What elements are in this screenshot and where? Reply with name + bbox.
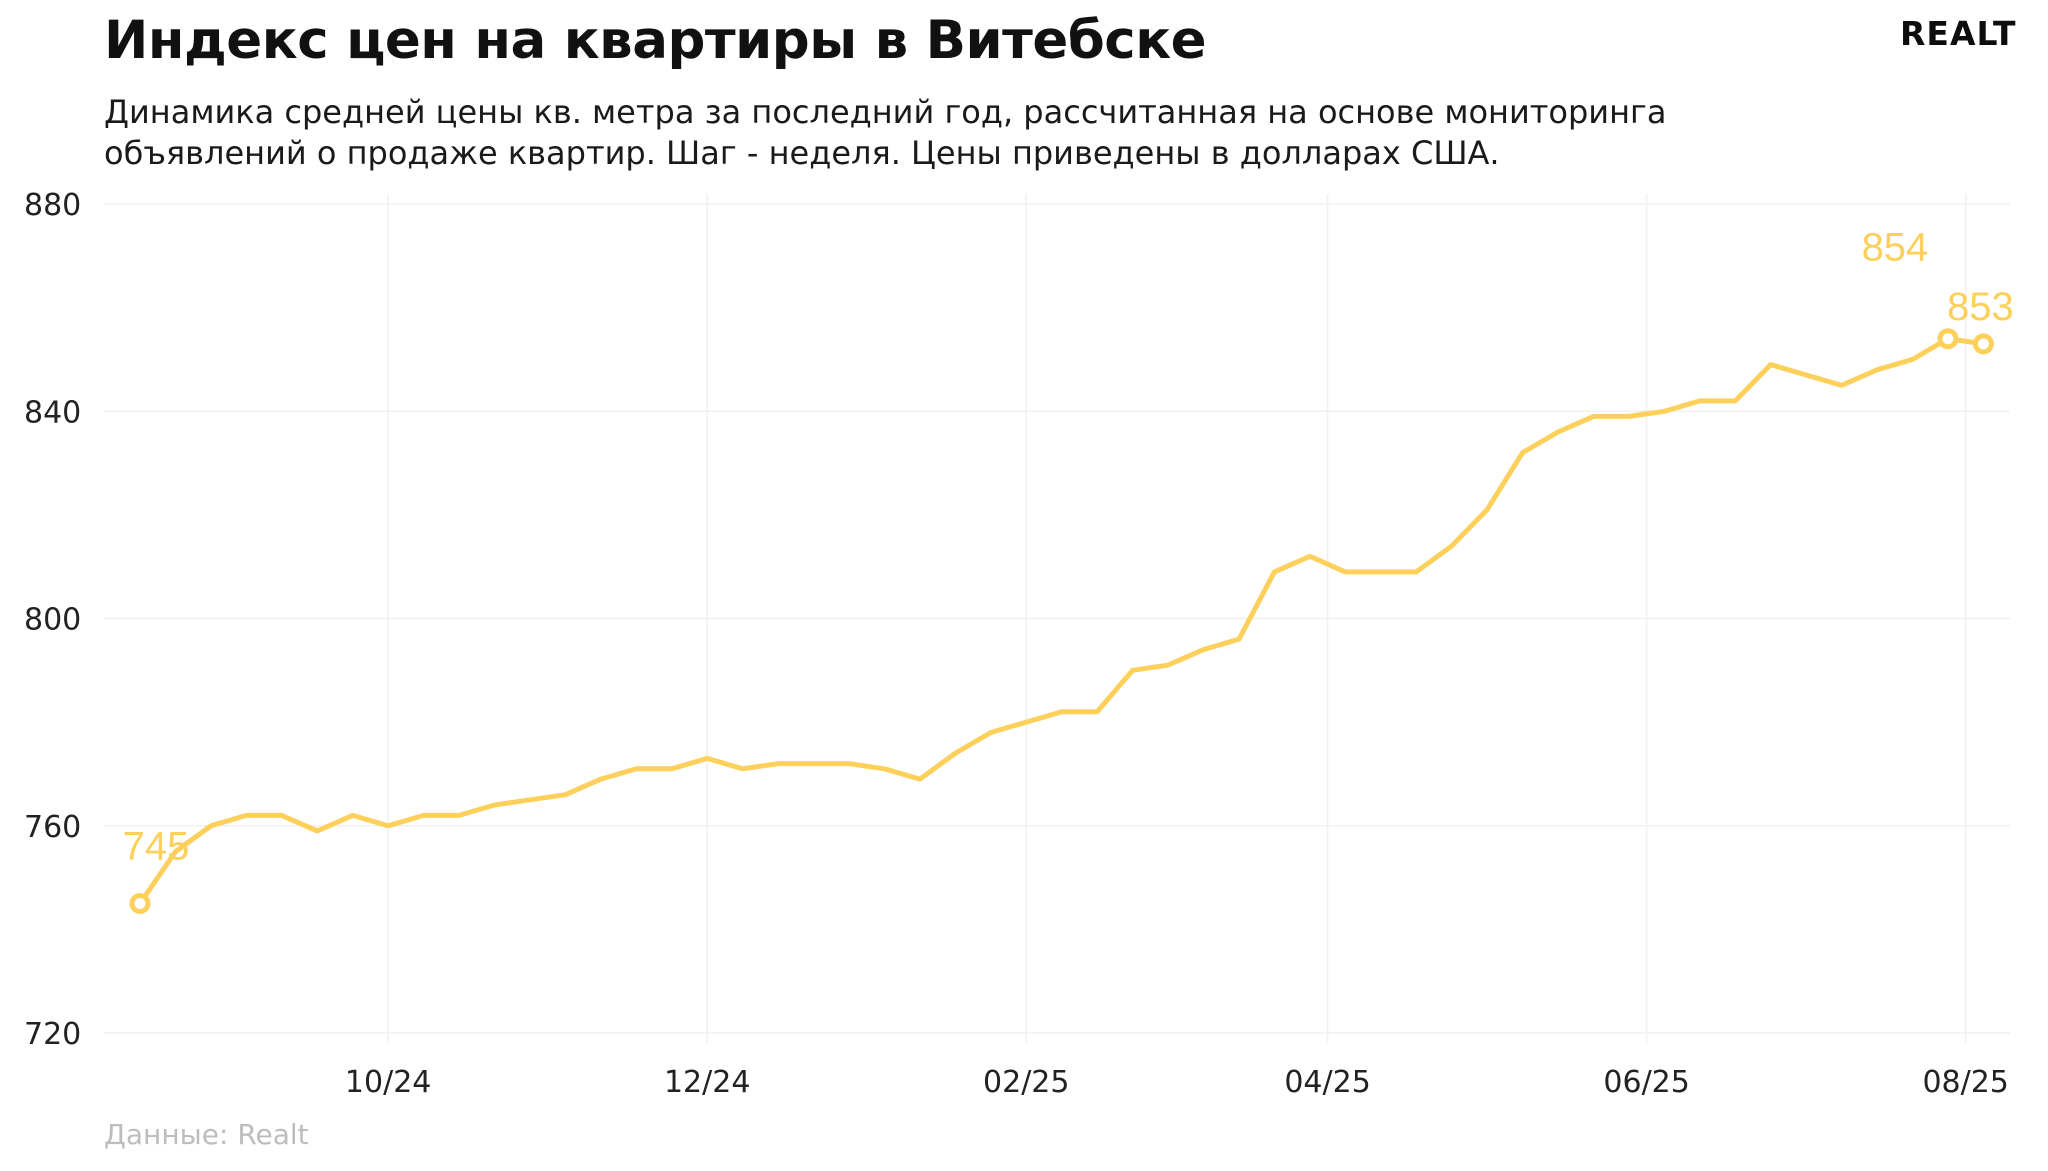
y-tick-label: 720 — [24, 1017, 81, 1052]
series-line — [137, 336, 1986, 906]
x-tick-label: 02/25 — [983, 1065, 1069, 1100]
subtitle-line-2: объявлений о продаже квартир. Шаг - неде… — [104, 134, 1500, 172]
x-axis: 10/24 12/24 02/25 04/25 06/25 08/25 — [345, 1065, 2009, 1100]
x-tick-label: 04/25 — [1284, 1065, 1370, 1100]
data-point-marker — [1972, 333, 1994, 355]
grid-lines — [104, 194, 2010, 1043]
y-axis: 720 760 800 840 880 — [24, 188, 81, 1052]
x-tick-label: 06/25 — [1603, 1065, 1689, 1100]
y-tick-label: 760 — [24, 810, 81, 845]
source-note: Данные: Realt — [104, 1118, 309, 1151]
price-series — [129, 328, 1994, 914]
x-tick-label: 10/24 — [345, 1065, 431, 1100]
chart-subtitle: Динамика средней цены кв. метра за после… — [104, 92, 1904, 174]
data-label: 745 — [123, 824, 190, 868]
y-tick-label: 840 — [24, 395, 81, 430]
y-tick-label: 800 — [24, 603, 81, 638]
x-tick-label: 08/25 — [1922, 1065, 2008, 1100]
chart-title: Индекс цен на квартиры в Витебске — [104, 10, 1207, 71]
realt-logo: REALT — [1900, 14, 2017, 53]
data-point-marker — [1937, 328, 1959, 350]
data-point-marker — [129, 892, 151, 914]
logo-text: REALT — [1900, 14, 2017, 53]
x-tick-label: 12/24 — [664, 1065, 750, 1100]
data-label: 854 — [1862, 226, 1929, 270]
data-label: 853 — [1947, 285, 2014, 329]
data-labels: 745 854 853 — [123, 226, 2014, 869]
subtitle-line-1: Динамика средней цены кв. метра за после… — [104, 93, 1667, 131]
y-tick-label: 880 — [24, 188, 81, 223]
